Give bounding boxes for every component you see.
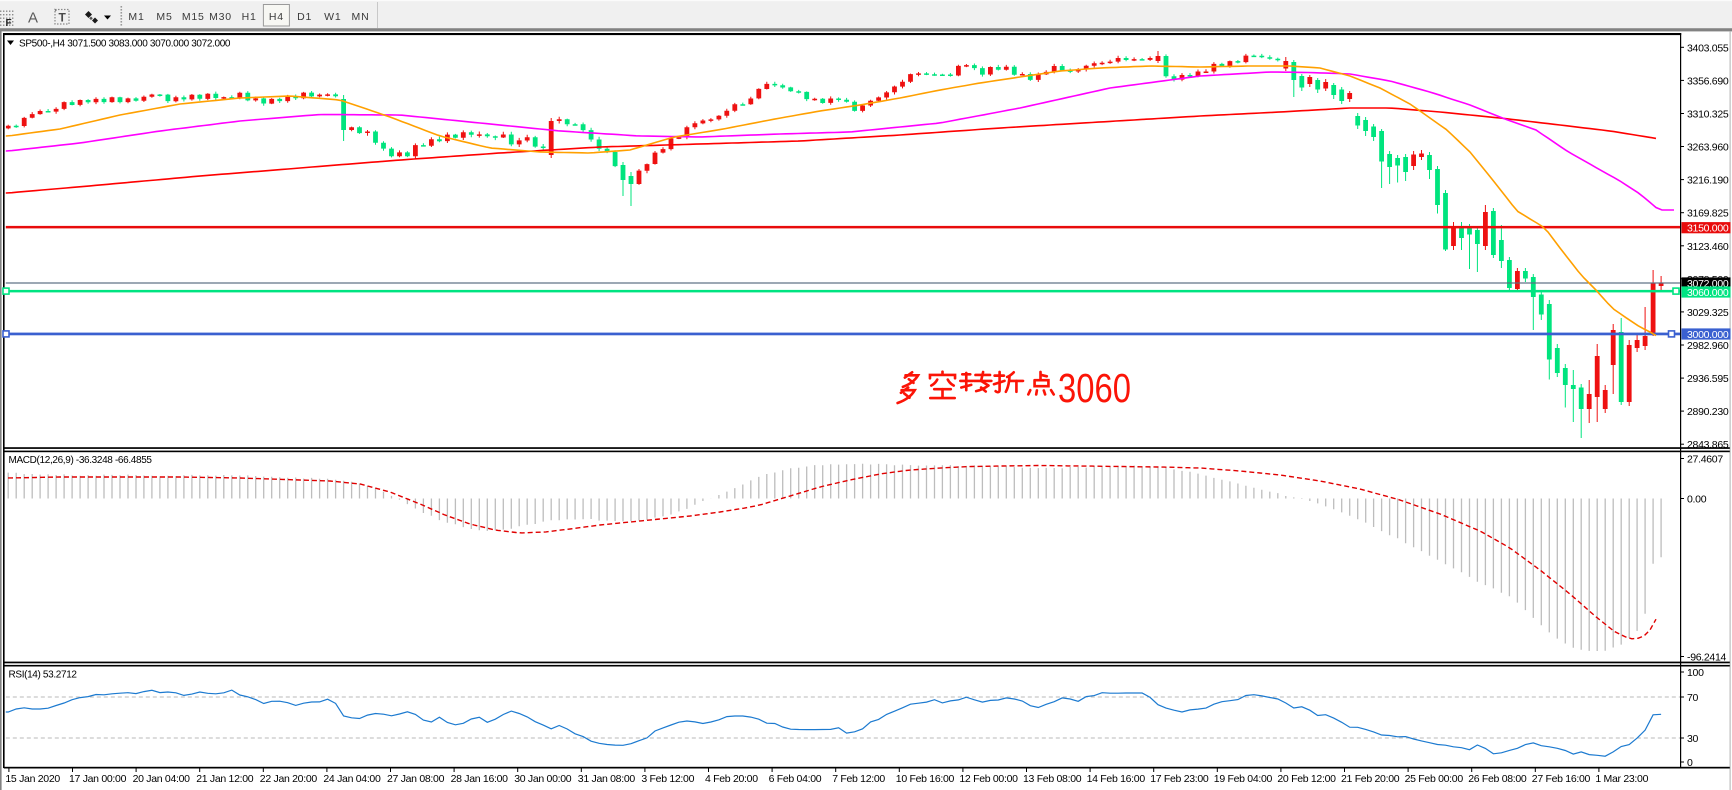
svg-text:3403.055: 3403.055 [1687,42,1729,54]
svg-text:3060: 3060 [1058,364,1131,410]
svg-text:3060.000: 3060.000 [1687,287,1729,299]
svg-text:24 Jan 04:00: 24 Jan 04:00 [323,773,381,785]
svg-text:30: 30 [1687,733,1699,745]
svg-text:6 Feb 04:00: 6 Feb 04:00 [769,773,822,785]
svg-text:SP500-,H4 3071.500 3083.000 3: SP500-,H4 3071.500 3083.000 3070.000 307… [19,39,231,50]
svg-text:7 Feb 12:00: 7 Feb 12:00 [832,773,885,785]
svg-text:3310.325: 3310.325 [1687,109,1729,121]
svg-text:21 Feb 20:00: 21 Feb 20:00 [1341,773,1400,785]
svg-text:3169.825: 3169.825 [1687,208,1729,220]
svg-text:30 Jan 00:00: 30 Jan 00:00 [514,773,572,785]
svg-text:2843.865: 2843.865 [1687,439,1729,451]
svg-text:28 Jan 16:00: 28 Jan 16:00 [451,773,509,785]
svg-text:3 Feb 12:00: 3 Feb 12:00 [641,773,694,785]
svg-text:3216.190: 3216.190 [1687,175,1729,187]
svg-text:10 Feb 16:00: 10 Feb 16:00 [896,773,955,785]
svg-text:MACD(12,26,9) -36.3248 -66.485: MACD(12,26,9) -36.3248 -66.4855 [9,455,153,466]
svg-text:70: 70 [1687,692,1699,704]
svg-text:2890.230: 2890.230 [1687,406,1729,418]
svg-text:1 Mar 23:00: 1 Mar 23:00 [1595,773,1648,785]
svg-text:19 Feb 04:00: 19 Feb 04:00 [1214,773,1273,785]
svg-text:15 Jan 2020: 15 Jan 2020 [5,773,60,785]
svg-text:17 Feb 23:00: 17 Feb 23:00 [1150,773,1209,785]
svg-text:3123.460: 3123.460 [1687,241,1729,253]
svg-text:M30: M30 [209,11,232,23]
svg-text:17 Jan 00:00: 17 Jan 00:00 [69,773,127,785]
svg-text:D1: D1 [297,11,312,23]
svg-text:4 Feb 20:00: 4 Feb 20:00 [705,773,758,785]
svg-text:3029.325: 3029.325 [1687,307,1729,319]
svg-text:3150.000: 3150.000 [1687,223,1729,235]
svg-text:12 Feb 00:00: 12 Feb 00:00 [959,773,1018,785]
svg-text:25 Feb 00:00: 25 Feb 00:00 [1405,773,1464,785]
svg-text:31 Jan 08:00: 31 Jan 08:00 [578,773,636,785]
svg-text:21 Jan 12:00: 21 Jan 12:00 [196,773,254,785]
svg-text:13 Feb 08:00: 13 Feb 08:00 [1023,773,1082,785]
svg-text:0.00: 0.00 [1687,494,1707,506]
svg-text:W1: W1 [324,11,341,23]
svg-text:M5: M5 [156,11,172,23]
svg-text:MN: MN [352,11,370,23]
svg-text:H4: H4 [269,11,284,23]
svg-text:A: A [28,10,38,27]
svg-text:T: T [59,11,67,25]
svg-text:3356.690: 3356.690 [1687,75,1729,87]
svg-text:2936.595: 2936.595 [1687,373,1729,385]
svg-text:27.4607: 27.4607 [1687,454,1723,466]
svg-text:100: 100 [1687,667,1704,679]
svg-text:27 Feb 16:00: 27 Feb 16:00 [1532,773,1591,785]
svg-text:26 Feb 08:00: 26 Feb 08:00 [1468,773,1527,785]
svg-text:3263.960: 3263.960 [1687,142,1729,154]
svg-text:22 Jan 20:00: 22 Jan 20:00 [260,773,318,785]
svg-text:M15: M15 [182,11,205,23]
svg-text:-96.2414: -96.2414 [1687,652,1727,664]
svg-text:2982.960: 2982.960 [1687,340,1729,352]
svg-text:F: F [6,18,12,29]
svg-text:20 Feb 12:00: 20 Feb 12:00 [1277,773,1336,785]
svg-text:M1: M1 [128,11,144,23]
svg-text:3000.000: 3000.000 [1687,329,1729,341]
svg-text:14 Feb 16:00: 14 Feb 16:00 [1087,773,1146,785]
svg-text:0: 0 [1687,757,1693,769]
svg-text:RSI(14) 53.2712: RSI(14) 53.2712 [9,670,78,681]
svg-text:H1: H1 [242,11,257,23]
svg-text:27 Jan 08:00: 27 Jan 08:00 [387,773,445,785]
svg-text:20 Jan 04:00: 20 Jan 04:00 [133,773,191,785]
